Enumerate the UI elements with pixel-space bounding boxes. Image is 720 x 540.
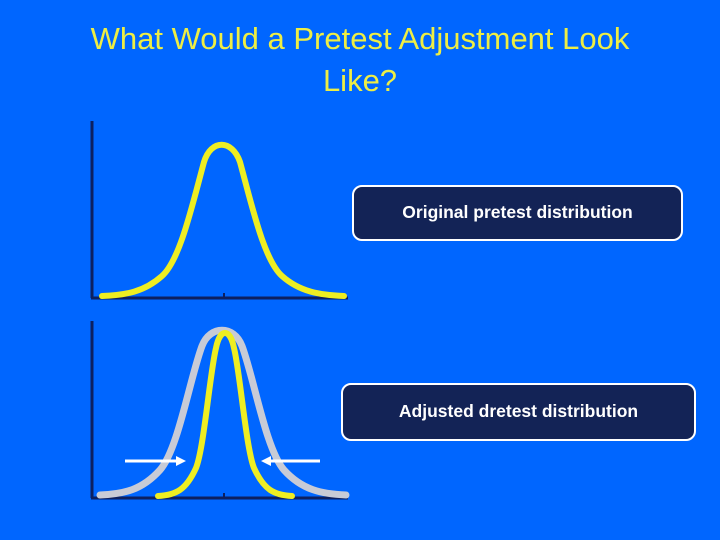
original-distribution-curve bbox=[99, 141, 347, 299]
callout-adjusted-pretest-distribution: Adjusted dretest distribution bbox=[341, 383, 696, 441]
shrink-arrow-left-icon bbox=[125, 456, 186, 466]
callout-original-label: Original pretest distribution bbox=[402, 202, 633, 223]
callout-original-pretest-distribution: Original pretest distribution bbox=[352, 185, 683, 241]
shrink-arrow-right-icon bbox=[261, 456, 320, 466]
unadjusted-distribution-curve bbox=[96, 326, 350, 499]
page-title: What Would a Pretest Adjustment Look Lik… bbox=[90, 21, 630, 98]
original-pretest-distribution-chart bbox=[90, 121, 348, 300]
adjusted-distribution-curve bbox=[155, 330, 295, 499]
adjusted-pretest-distribution-chart bbox=[90, 321, 350, 500]
callout-adjusted-label: Adjusted dretest distribution bbox=[398, 401, 639, 422]
